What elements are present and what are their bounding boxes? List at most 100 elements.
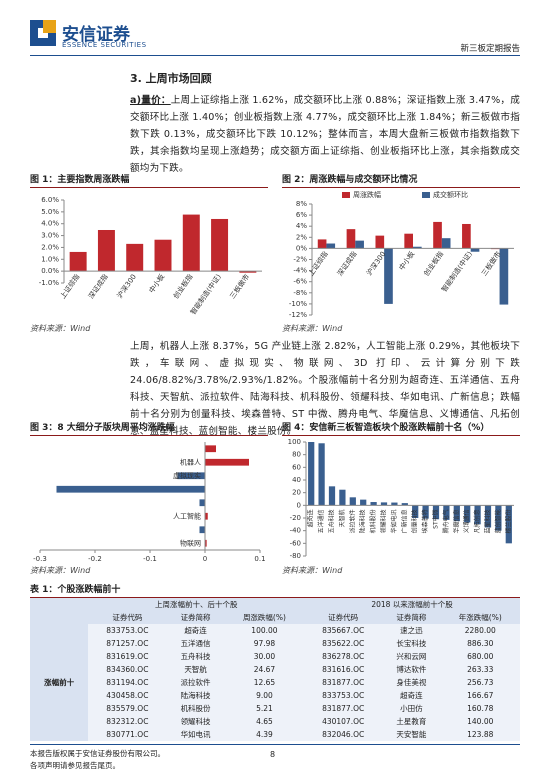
bar — [391, 502, 398, 506]
table-cell: 123.88 — [440, 728, 520, 741]
x-tick-label: 派拉软件 — [348, 509, 356, 533]
x-tick-label: -0.3 — [33, 555, 47, 563]
y-tick-label: 3.0% — [41, 232, 59, 240]
x-tick-label: 0 — [203, 555, 207, 563]
table-cell: 430458.OC — [88, 689, 167, 702]
y-tick-label: -12% — [289, 311, 307, 319]
source: 资料来源：Wind — [30, 566, 91, 575]
text: 上周上证综指上涨 1.62%，成交额环比上涨 0.88%；深证指数上涨 3.47… — [130, 95, 520, 174]
table-cell: 831619.OC — [88, 650, 167, 663]
table-row: 871257.OC 五洋通信 97.98 835622.OC 长宝科技 886.30 — [30, 637, 520, 650]
column-header: 周涨跌幅(%) — [224, 611, 305, 624]
table-cell: 陆海科技 — [166, 689, 225, 702]
table-cell: 256.73 — [440, 676, 520, 689]
bar — [154, 239, 172, 272]
y-tick-label: -8% — [293, 289, 307, 297]
bar — [355, 240, 364, 249]
x-tick-label: 深证成指 — [335, 250, 358, 278]
bar — [499, 248, 509, 305]
x-tick-label: 超奇连 — [307, 509, 315, 527]
source: 资料来源：Wind — [282, 324, 343, 333]
bar — [205, 445, 216, 453]
y-tick-label: -2% — [293, 256, 307, 264]
table-cell: 835622.OC — [304, 637, 383, 650]
table-row: 831194.OC 派拉软件 12.65 831877.OC 身佳美视 256.73 — [30, 676, 520, 689]
bar — [211, 218, 229, 272]
x-tick-label: 沪深300 — [364, 250, 387, 278]
table-cell: 超奇连 — [382, 689, 441, 702]
bar — [126, 243, 144, 272]
x-tick-label: 创业板指 — [171, 272, 194, 300]
bar — [464, 505, 471, 523]
y-tick-label: -80 — [290, 552, 301, 560]
table-cell: 9.00 — [224, 689, 305, 702]
x-tick-label: 楼兰股份 — [504, 509, 512, 533]
x-tick-label: 中小板 — [397, 250, 416, 272]
table-cell: 830771.OC — [88, 728, 167, 741]
y-tick-label: 5.0% — [41, 208, 59, 216]
y-tick-label: 6.0% — [41, 196, 59, 204]
bar — [443, 505, 450, 520]
table-cell: 160.78 — [440, 702, 520, 715]
x-tick-label: 天智航 — [338, 509, 346, 527]
x-tick-label: -0.1 — [143, 555, 157, 563]
table-cell: 140.00 — [440, 715, 520, 728]
y-tick-label: 4.0% — [41, 220, 59, 228]
x-tick-label: 蓝星科技 — [484, 509, 492, 533]
y-tick-label: 1.0% — [41, 255, 59, 263]
x-tick-label: 埃森普特 — [421, 509, 429, 533]
figure-title: 图 1：主要指数周涨跌幅 — [30, 172, 268, 188]
x-tick-label: 上证综指 — [58, 272, 81, 300]
table-cell: 派拉软件 — [166, 676, 225, 689]
x-tick-label: 0.1 — [254, 555, 265, 563]
footer-notes: 本报告版权属于安信证券股份有限公司。 各项声明请参见报告尾页。 — [30, 748, 165, 772]
bar — [317, 239, 327, 249]
table-cell: 小田仿 — [382, 702, 441, 715]
x-tick-label: 五洋通信 — [317, 509, 325, 533]
legend-swatch — [422, 192, 430, 198]
figure-title: 图 2：周涨跌幅与成交额环比情况 — [282, 172, 520, 188]
bar — [370, 502, 377, 506]
group-header: 上周涨幅前十、后十个股 — [88, 598, 305, 611]
table-cell: 天安智能 — [382, 728, 441, 741]
bar — [328, 486, 336, 506]
column-header: 证券代码 — [88, 611, 167, 624]
bar — [339, 489, 346, 506]
y-tick-label: 2.0% — [41, 243, 59, 251]
table-cell: 833753.OC — [304, 689, 383, 702]
x-tick-label: 凡拓创意 — [473, 509, 481, 533]
x-tick-label: 陆海科技 — [359, 509, 367, 533]
table-cell: 831194.OC — [88, 676, 167, 689]
x-tick-label: 蓝创智能 — [494, 509, 502, 533]
bar — [318, 443, 325, 506]
y-tick-label: 虚拟现实 — [173, 471, 201, 480]
table-row: 834360.OC 天智航 24.67 831616.OC 博达软件 263.33 — [30, 663, 520, 676]
y-tick-label: -4% — [293, 267, 307, 275]
bar — [413, 246, 422, 249]
column-header: 年涨跌幅(%) — [440, 611, 520, 624]
header-rule — [30, 55, 520, 56]
x-tick-label: 华如电讯 — [390, 509, 398, 533]
bar — [360, 499, 367, 506]
table-cell: 土星教育 — [382, 715, 441, 728]
bar — [205, 512, 208, 520]
bar — [177, 472, 205, 480]
legend-swatch — [342, 192, 350, 198]
header-cell — [30, 611, 89, 624]
x-tick-label: 三板做市 — [479, 250, 502, 278]
table-cell: 886.30 — [440, 637, 520, 650]
y-tick-label: -40 — [290, 527, 301, 535]
bar — [401, 503, 408, 506]
y-tick-label: -10% — [289, 300, 307, 308]
table-cell: 430107.OC — [304, 715, 383, 728]
bar — [441, 238, 451, 249]
brand: 安信证券 — [62, 25, 130, 45]
table-cell: 100.00 — [224, 624, 305, 637]
bar — [432, 505, 440, 520]
bar — [97, 229, 115, 272]
table-cell: 速之迅 — [382, 624, 441, 637]
source: 资料来源：Wind — [282, 566, 343, 575]
x-tick-label: 广新信息 — [400, 509, 408, 533]
page-number: 8 — [270, 750, 276, 759]
table-cell: 领耀科技 — [166, 715, 225, 728]
